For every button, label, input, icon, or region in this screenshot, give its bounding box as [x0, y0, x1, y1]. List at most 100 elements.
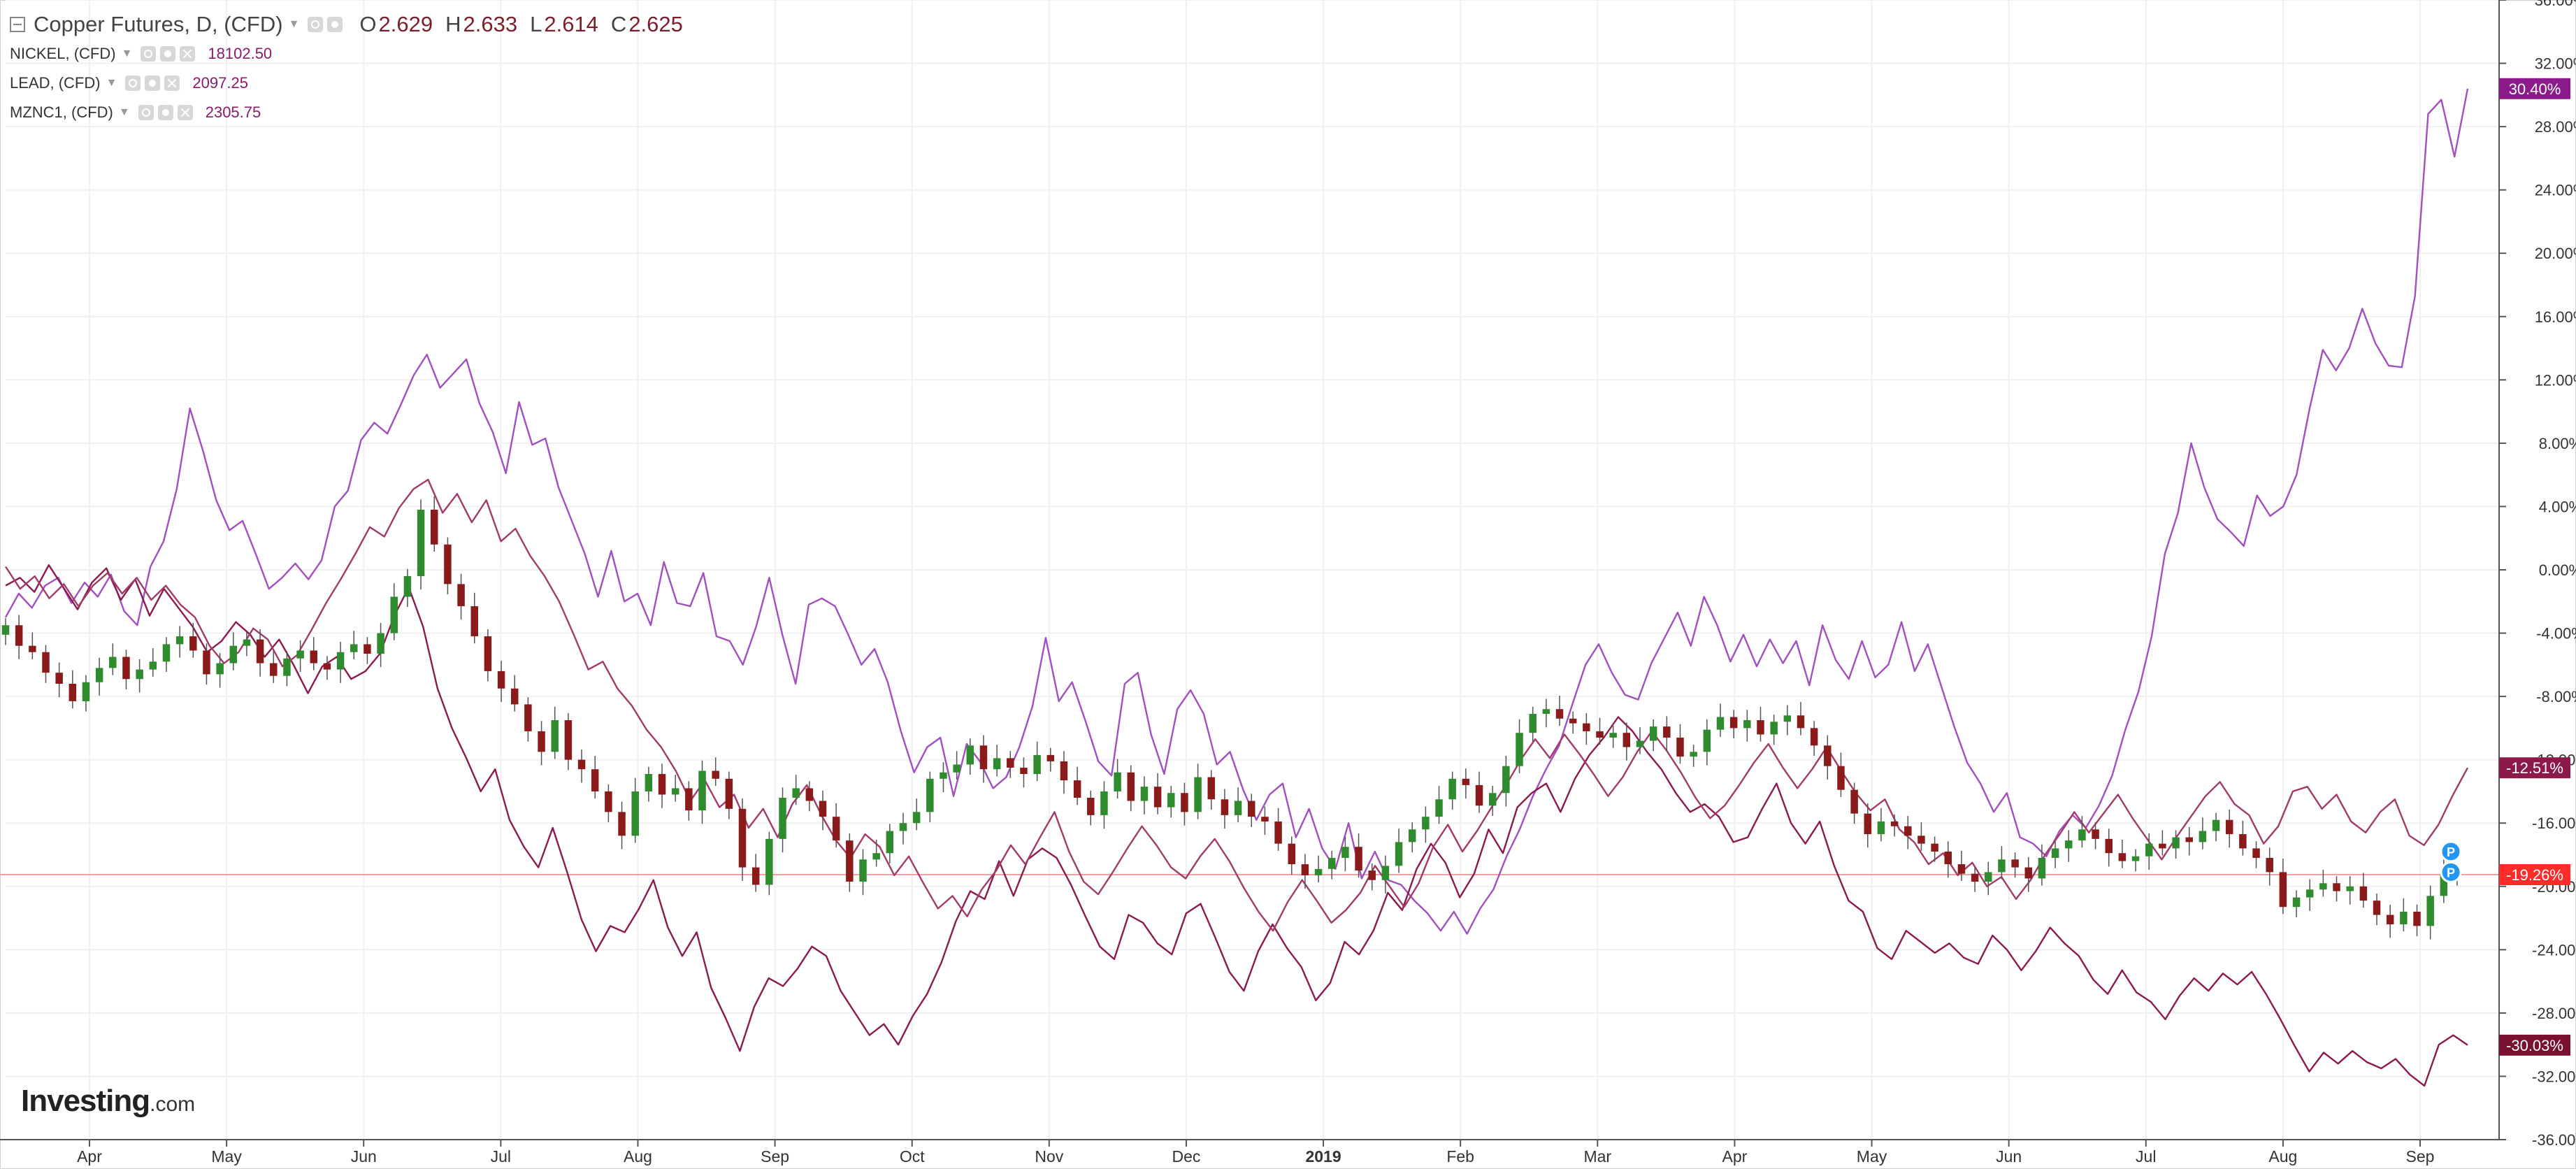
candle-down [1864, 813, 1872, 835]
candle-down [203, 650, 210, 675]
candle-down [1301, 864, 1309, 875]
p-marker[interactable]: P [2440, 840, 2462, 863]
low-label: L [530, 12, 542, 36]
candle-up [1690, 752, 1697, 757]
candle-up [2172, 837, 2180, 849]
x-tick-label: Jun [351, 1147, 377, 1166]
settings-icon[interactable] [157, 105, 173, 120]
overlay-value: 2305.75 [205, 103, 261, 121]
investing-logo: Investing .com [21, 1084, 195, 1119]
candle-down [2024, 867, 2032, 879]
p-markers[interactable]: PP [2440, 840, 2462, 883]
candle-up [403, 576, 412, 597]
candle-down [591, 769, 599, 791]
candle-down [2413, 912, 2421, 926]
x-tick-label: Jul [2136, 1147, 2156, 1166]
logo-tld: .com [150, 1093, 196, 1116]
p-marker[interactable]: P [2440, 861, 2462, 883]
candle-down [189, 636, 197, 651]
y-tick-label: 12.00% [2535, 371, 2576, 389]
chevron-down-icon[interactable]: ▼ [288, 18, 300, 30]
candle-down [2092, 829, 2099, 839]
candle-up [1502, 766, 1510, 794]
candle-up [1542, 709, 1550, 715]
candle-up [872, 853, 880, 860]
candle-up [2065, 840, 2073, 849]
legend-row-lead[interactable]: LEAD, (CFD) ▼ 2097.25 [10, 69, 683, 98]
settings-icon[interactable] [145, 76, 161, 91]
close-icon[interactable] [177, 105, 193, 120]
candle-down [2266, 858, 2273, 873]
chevron-down-icon[interactable]: ▼ [118, 106, 130, 118]
candle-down [1944, 851, 1952, 865]
visibility-icon[interactable] [141, 46, 157, 62]
y-tick-label: 24.00% [2535, 182, 2576, 199]
candle-up [1529, 714, 1537, 733]
candle-down [1622, 733, 1631, 747]
candle-down [1957, 864, 1966, 874]
candle-up [1649, 726, 1657, 741]
legend-row-nickel[interactable]: NICKEL, (CFD) ▼ 18102.50 [10, 39, 683, 69]
candle-down [1663, 726, 1671, 738]
candle-down [2185, 837, 2193, 842]
candle-down [323, 663, 331, 670]
candle-down [751, 867, 760, 885]
close-icon[interactable] [164, 76, 180, 91]
chevron-down-icon[interactable]: ▼ [106, 77, 117, 89]
candle-up [136, 669, 143, 680]
collapse-icon[interactable] [10, 17, 25, 32]
y-tick-label: -16.00% [2532, 815, 2576, 832]
candle-up [149, 661, 157, 670]
close-label: C [610, 12, 627, 36]
candle-down [846, 840, 854, 882]
candle-down [1583, 723, 1590, 731]
candle-up [886, 831, 894, 854]
visibility-icon[interactable] [125, 76, 141, 91]
candle-up [1140, 787, 1149, 801]
candle-up [551, 720, 559, 752]
overlay-name[interactable]: NICKEL, (CFD) [10, 45, 116, 62]
overlay-value: 18102.50 [208, 45, 273, 62]
candle-up [2078, 829, 2086, 841]
y-tick-label: -8.00% [2536, 688, 2576, 705]
value-tag-text: -19.26% [2506, 866, 2563, 884]
visibility-icon[interactable] [138, 105, 154, 120]
candle-down [2239, 834, 2247, 849]
candle-up [162, 644, 171, 662]
value-tag-bg [2499, 864, 2570, 886]
value-tag-text: -12.51% [2506, 759, 2563, 777]
value-tag-bg [2499, 757, 2570, 779]
y-tick-label: 8.00% [2539, 435, 2576, 452]
candle-up [243, 639, 251, 646]
x-tick-label: Jul [491, 1147, 511, 1166]
y-tick-label: -24.00% [2532, 941, 2576, 959]
overlay-name[interactable]: MZNC1, (CFD) [10, 103, 113, 121]
x-tick-label: Aug [624, 1147, 652, 1166]
high-value: 2.633 [463, 12, 518, 36]
candle-down [1931, 843, 1938, 852]
visibility-icon[interactable] [308, 17, 324, 32]
candle-up [2319, 883, 2327, 890]
candle-up [671, 788, 679, 795]
candle-up [2038, 858, 2046, 879]
value-tag-text: -30.03% [2506, 1037, 2563, 1054]
settings-icon[interactable] [160, 46, 176, 62]
open-label: O [359, 12, 377, 36]
candle-up [1314, 868, 1323, 875]
settings-icon[interactable] [327, 17, 343, 32]
candle-up [2440, 872, 2448, 896]
x-tick-label: Sep [2406, 1147, 2435, 1166]
y-tick-label: -4.00% [2536, 625, 2576, 643]
close-icon[interactable] [180, 46, 196, 62]
candle-up [1167, 793, 1175, 808]
legend-main-row[interactable]: Copper Futures, D, (CFD) ▼ O 2.629 H 2.633… [10, 10, 683, 39]
chevron-down-icon[interactable]: ▼ [121, 48, 133, 59]
candle-up [1194, 777, 1202, 812]
overlay-name[interactable]: LEAD, (CFD) [10, 74, 101, 92]
candle-up [1422, 817, 1430, 830]
main-series-name[interactable]: Copper Futures, D, (CFD) [34, 12, 283, 36]
candle-up [1488, 793, 1497, 806]
legend-row-zinc[interactable]: MZNC1, (CFD) ▼ 2305.75 [10, 98, 683, 127]
